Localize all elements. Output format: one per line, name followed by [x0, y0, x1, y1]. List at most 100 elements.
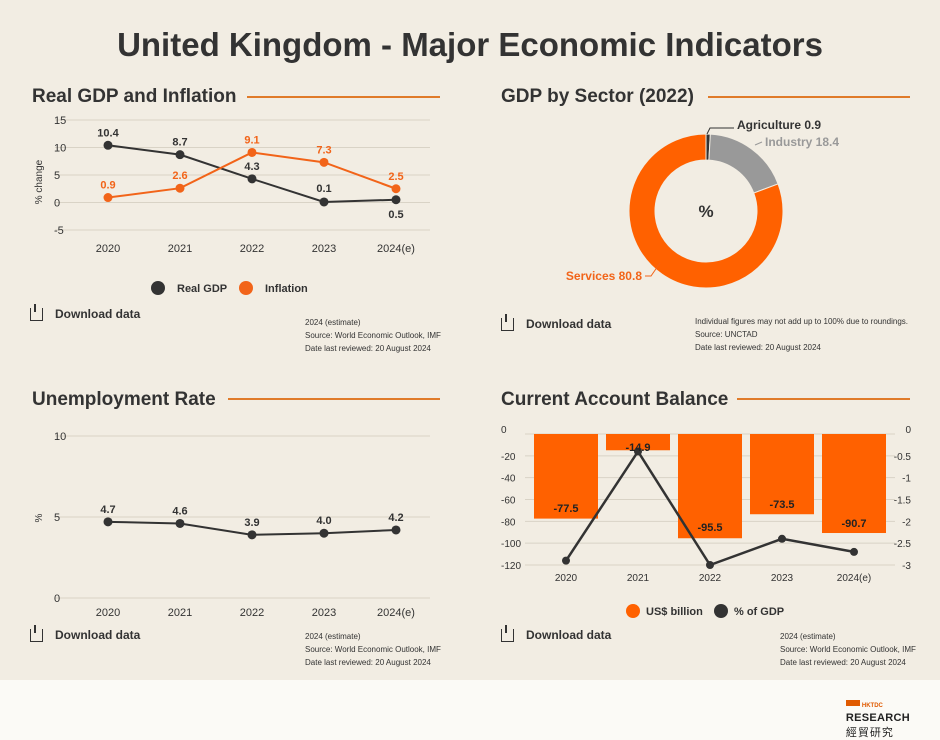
sector-chart: % Agriculture 0.9 Industry 18.4 Services 80… [566, 118, 839, 289]
x-tick-label: 2022 [240, 243, 264, 255]
y-axis-label: % [34, 513, 45, 522]
data-label: 7.3 [316, 144, 331, 156]
x-tick-label: 2020 [96, 243, 120, 255]
data-point [391, 525, 401, 535]
x-tick-label: 2023 [771, 573, 794, 584]
bar [678, 434, 742, 539]
gdp-download-button[interactable]: Download data [30, 303, 141, 321]
gdp-notes: 2024 (estimate) Source: World Economic O… [305, 316, 441, 355]
download-icon [30, 624, 43, 642]
bar [750, 434, 814, 515]
data-point [247, 530, 257, 540]
x-tick-label: 2022 [240, 607, 264, 619]
unemp-notes: 2024 (estimate) Source: World Economic O… [305, 630, 441, 669]
unemp-chart: 10 5 0% 2020 2021 2022 2023 2024(e) 4.7 4.6 3.9 4.0… [34, 431, 430, 619]
x-tick-label: 2021 [627, 573, 650, 584]
data-label: -73.5 [769, 499, 794, 511]
data-label: 4.3 [244, 161, 259, 173]
gdp-download-label: Download data [55, 307, 141, 321]
data-point [391, 184, 401, 194]
data-label: 0.9 [100, 180, 115, 192]
data-point [562, 556, 570, 565]
sector-chart-title: GDP by Sector (2022) [501, 86, 694, 107]
data-label: 2.6 [172, 170, 187, 182]
unemp-title-rule [228, 398, 440, 400]
bar [606, 434, 670, 451]
gdp-title-rule [247, 96, 440, 98]
legend-swatch [626, 604, 640, 618]
data-label: 0.5 [388, 209, 403, 221]
x-tick-label: 2021 [168, 243, 192, 255]
data-label: 9.1 [244, 134, 259, 146]
data-label: 4.0 [316, 515, 331, 527]
hktdc-research-logo[interactable]: HKTDC RESEARCH 經貿研究 [845, 694, 910, 740]
y-tick-label-right: -2.5 [894, 539, 912, 550]
y-tick-label-right: 0 [905, 425, 911, 436]
x-tick-label: 2023 [312, 243, 336, 255]
data-label: 10.4 [97, 127, 119, 139]
data-point [175, 518, 185, 528]
callout-line [645, 262, 661, 277]
legend-swatch [151, 281, 165, 295]
data-point [175, 183, 185, 193]
y-tick-label: 5 [54, 512, 60, 524]
page-title: United Kingdom - Major Economic Indicato… [117, 26, 823, 63]
legend-swatch [714, 604, 728, 618]
gdp-chart: 15 10 5 0 -5 % change 2020 2021 2022 2023 2024(e) 1… [34, 115, 430, 295]
data-point [850, 547, 858, 556]
data-label: -95.5 [697, 522, 722, 534]
ca-notes: 2024 (estimate) Source: World Economic O… [780, 630, 916, 669]
x-tick-label: 2022 [699, 573, 722, 584]
note-line: Date last reviewed: 20 August 2024 [695, 343, 821, 352]
data-label: -77.5 [553, 503, 578, 515]
legend-swatch [239, 281, 253, 295]
logo-mark [845, 699, 860, 706]
data-label: 4.2 [388, 512, 403, 524]
data-point [103, 140, 113, 150]
y-tick-label: 10 [54, 143, 66, 155]
note-line: Date last reviewed: 20 August 2024 [305, 344, 431, 353]
data-label: 3.9 [244, 517, 259, 529]
pie-slice [628, 133, 784, 289]
callout-line [754, 141, 763, 146]
ca-download-label: Download data [526, 628, 612, 642]
y-tick-label-right: -2 [902, 517, 911, 528]
note-line: 2024 (estimate) [780, 632, 836, 641]
ca-download-button[interactable]: Download data [501, 624, 612, 642]
y-tick-label-left: -120 [501, 561, 521, 572]
data-point [391, 195, 401, 205]
slice-label: Industry 18.4 [765, 135, 839, 149]
y-tick-label-right: -3 [902, 561, 911, 572]
note-line: Source: World Economic Outlook, IMF [305, 331, 441, 340]
note-line: Individual figures may not add up to 100… [695, 317, 909, 326]
sector-download-button[interactable]: Download data [501, 313, 611, 331]
ca-title-rule [737, 398, 910, 400]
unemp-download-button[interactable]: Download data [30, 624, 141, 642]
gdp-chart-title: Real GDP and Inflation [32, 86, 237, 107]
legend-label: Inflation [265, 283, 308, 295]
download-icon [30, 303, 43, 321]
data-point [319, 197, 329, 207]
logo-top-text: HKTDC [861, 703, 883, 709]
y-tick-label-left: -20 [501, 452, 516, 463]
data-label: 8.7 [172, 137, 187, 149]
bar [534, 434, 598, 519]
y-tick-label-left: -40 [501, 474, 516, 485]
x-tick-label: 2024(e) [377, 243, 415, 255]
unemp-chart-title: Unemployment Rate [32, 389, 216, 410]
y-tick-label-left: 0 [501, 425, 507, 436]
unemp-download-label: Download data [55, 628, 141, 642]
legend-label: US$ billion [646, 606, 703, 618]
data-label: -14.9 [625, 442, 650, 454]
data-point [103, 517, 113, 527]
slice-label: Agriculture 0.9 [737, 118, 821, 132]
ca-chart: 0 -20 -40 -60 -80 -100 -120 0 -0.5 -1 -1.5 -2 -2.5 -3… [501, 425, 911, 618]
slice-label: Services 80.8 [566, 269, 642, 283]
bar [822, 434, 886, 534]
x-tick-label: 2020 [555, 573, 578, 584]
logo-main-text: RESEARCH [845, 712, 910, 724]
footer: HKTDC RESEARCH 經貿研究 [0, 680, 940, 740]
y-tick-label: 15 [54, 115, 66, 127]
data-point [778, 534, 786, 543]
y-tick-label: 10 [54, 431, 66, 443]
